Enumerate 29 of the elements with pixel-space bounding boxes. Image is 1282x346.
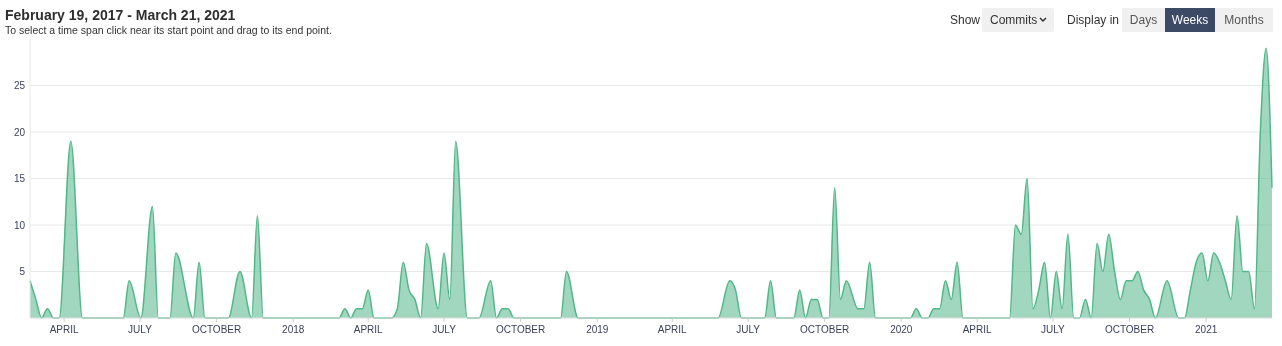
text: Weeks	[1171, 13, 1209, 27]
text: Months	[1224, 13, 1264, 27]
x-tick-label: OCTOBER	[800, 324, 850, 335]
x-tick-label: OCTOBER	[496, 324, 546, 335]
y-tick-label: 10	[13, 219, 26, 231]
y-tick-label: 20	[13, 126, 26, 138]
x-tick-label: JULY	[128, 324, 153, 335]
x-tick-label: APRIL	[49, 324, 80, 335]
x-tick-label: 2019	[586, 324, 609, 335]
chart-title: February 19, 2017 - March 21, 2021	[5, 7, 236, 23]
x-tick-label: APRIL	[657, 324, 688, 335]
y-tick-label: 15	[13, 173, 26, 184]
chart-subtitle: To select a time span click near its start point and drag to its end point.	[5, 24, 332, 36]
x-tick-label: JULY	[1041, 324, 1066, 335]
text: Display in	[1066, 13, 1119, 27]
x-tick-label: APRIL	[353, 324, 384, 335]
x-tick-label: JULY	[736, 324, 761, 335]
x-tick-label: 2021	[1195, 324, 1218, 335]
text: Commits	[990, 13, 1038, 27]
x-tick-label: JULY	[432, 324, 457, 335]
x-tick-label: 2018	[282, 324, 305, 335]
x-tick-label: APRIL	[962, 324, 993, 335]
x-tick-label: OCTOBER	[1104, 324, 1155, 335]
y-tick-label: 25	[13, 80, 26, 91]
text: Days	[1129, 13, 1158, 27]
x-tick-label: OCTOBER	[191, 324, 242, 335]
text: Show	[949, 13, 981, 27]
x-tick-label: 2020	[890, 324, 913, 335]
y-tick-label: 5	[19, 266, 26, 277]
